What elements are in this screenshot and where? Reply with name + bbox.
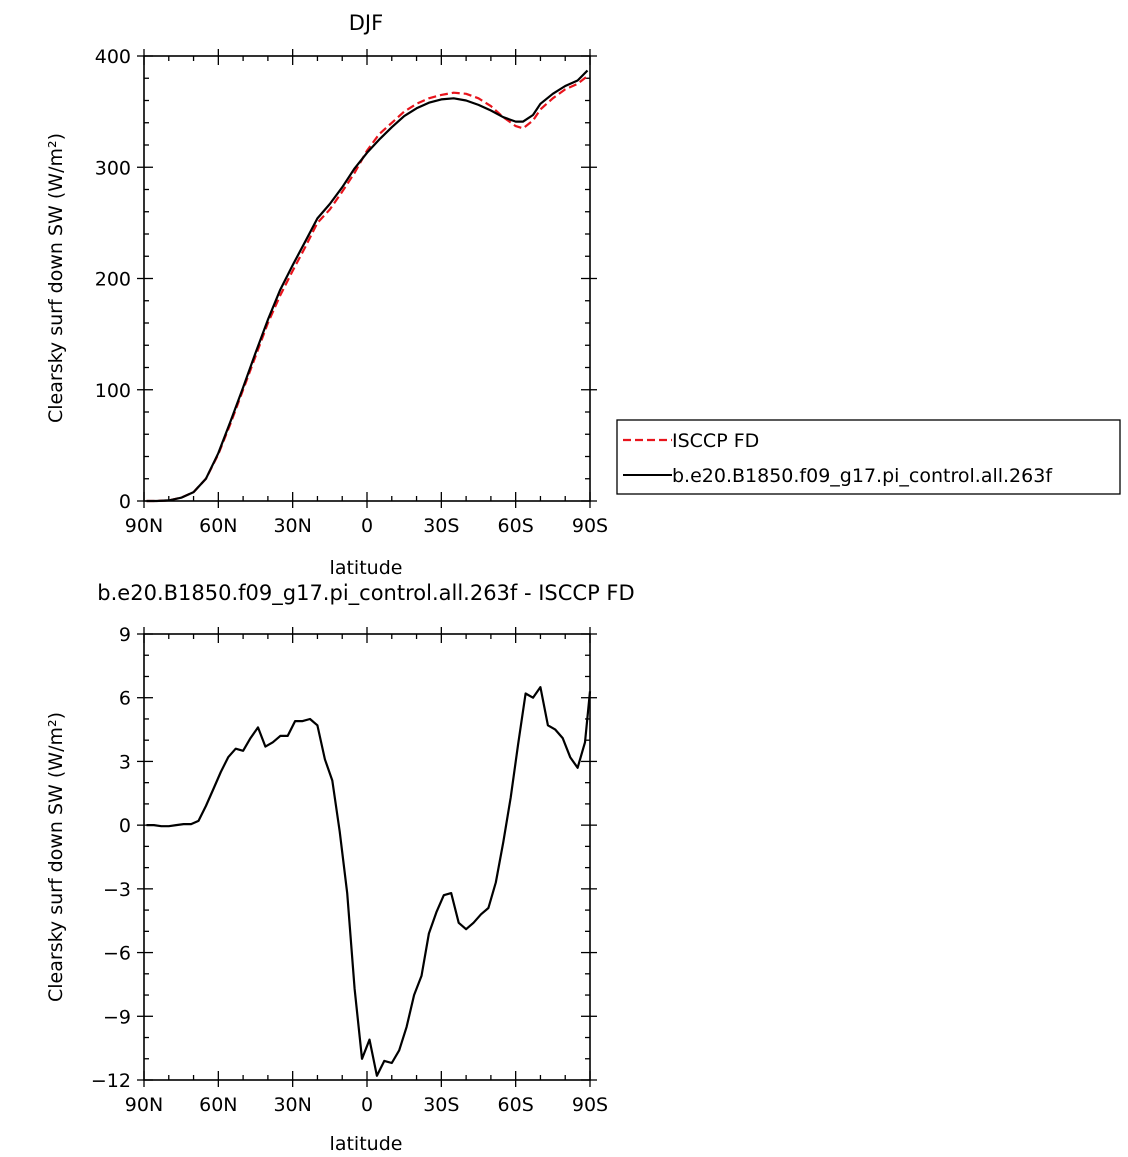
y-tick-label: −6 — [103, 943, 131, 965]
bottom-chart-frame — [143, 633, 591, 1081]
y-tick-label: −3 — [103, 879, 131, 901]
y-tick-label: 6 — [119, 688, 131, 710]
top-series-line-0 — [146, 75, 589, 503]
x-tick-label: 60N — [199, 515, 237, 537]
x-tick-label: 30N — [273, 515, 311, 537]
y-tick-label: 300 — [95, 157, 131, 179]
y-tick-label: 100 — [95, 380, 131, 402]
y-tick-label: −12 — [91, 1070, 131, 1092]
bottom-series-line-0 — [146, 686, 592, 1077]
x-tick-label: 0 — [361, 515, 373, 537]
x-tick-label: 90S — [572, 1094, 608, 1116]
top-chart-title: DJF — [349, 11, 383, 35]
x-tick-label: 30N — [273, 1094, 311, 1116]
top-chart-frame — [143, 55, 591, 502]
bottom-chart-title: b.e20.B1850.f09_g17.pi_control.all.263f … — [97, 581, 634, 606]
x-tick-label: 90N — [125, 1094, 163, 1116]
top-series-line-1 — [146, 69, 589, 503]
bottom-chart-xlabel: latitude — [330, 1133, 403, 1155]
top-chart-ylabel: Clearsky surf down SW (W/m²) — [45, 133, 67, 423]
top-chart-legend: ISCCP FD b.e20.B1850.f09_g17.pi_control.… — [616, 419, 1121, 495]
legend-label-isccp: ISCCP FD — [672, 430, 759, 452]
y-tick-label: 3 — [119, 751, 131, 773]
y-tick-label: 200 — [95, 269, 131, 291]
x-tick-label: 60N — [199, 1094, 237, 1116]
y-tick-label: 0 — [119, 491, 131, 513]
bottom-chart-panel: b.e20.B1850.f09_g17.pi_control.all.263f … — [45, 581, 635, 1155]
y-tick-label: 9 — [119, 624, 131, 646]
x-tick-label: 0 — [361, 1094, 373, 1116]
x-tick-label: 90N — [125, 515, 163, 537]
y-tick-label: −9 — [103, 1006, 131, 1028]
y-tick-label: 400 — [95, 46, 131, 68]
top-chart-panel: DJF 90N 60N 30N 0 30S 60S 90S 0 100 200 300 400 lat… — [45, 11, 608, 579]
top-chart-ticks: 90N 60N 30N 0 30S 60S 90S 0 100 200 300 400 — [95, 46, 608, 537]
x-tick-label: 30S — [423, 515, 459, 537]
x-tick-label: 30S — [423, 1094, 459, 1116]
y-tick-label: 0 — [119, 815, 131, 837]
top-chart-xlabel: latitude — [330, 557, 403, 579]
legend-frame — [616, 419, 1121, 495]
bottom-chart-ylabel: Clearsky surf down SW (W/m²) — [45, 712, 67, 1002]
top-chart-series — [146, 69, 589, 503]
x-tick-label: 60S — [498, 1094, 534, 1116]
bottom-chart-series — [146, 686, 592, 1077]
x-tick-label: 60S — [498, 515, 534, 537]
bottom-chart-ticks: 90N 60N 30N 0 30S 60S 90S −12 −9 −6 −3 0 3 6 9 — [91, 624, 608, 1116]
legend-label-model: b.e20.B1850.f09_g17.pi_control.all.263f — [672, 465, 1053, 487]
x-tick-label: 90S — [572, 515, 608, 537]
